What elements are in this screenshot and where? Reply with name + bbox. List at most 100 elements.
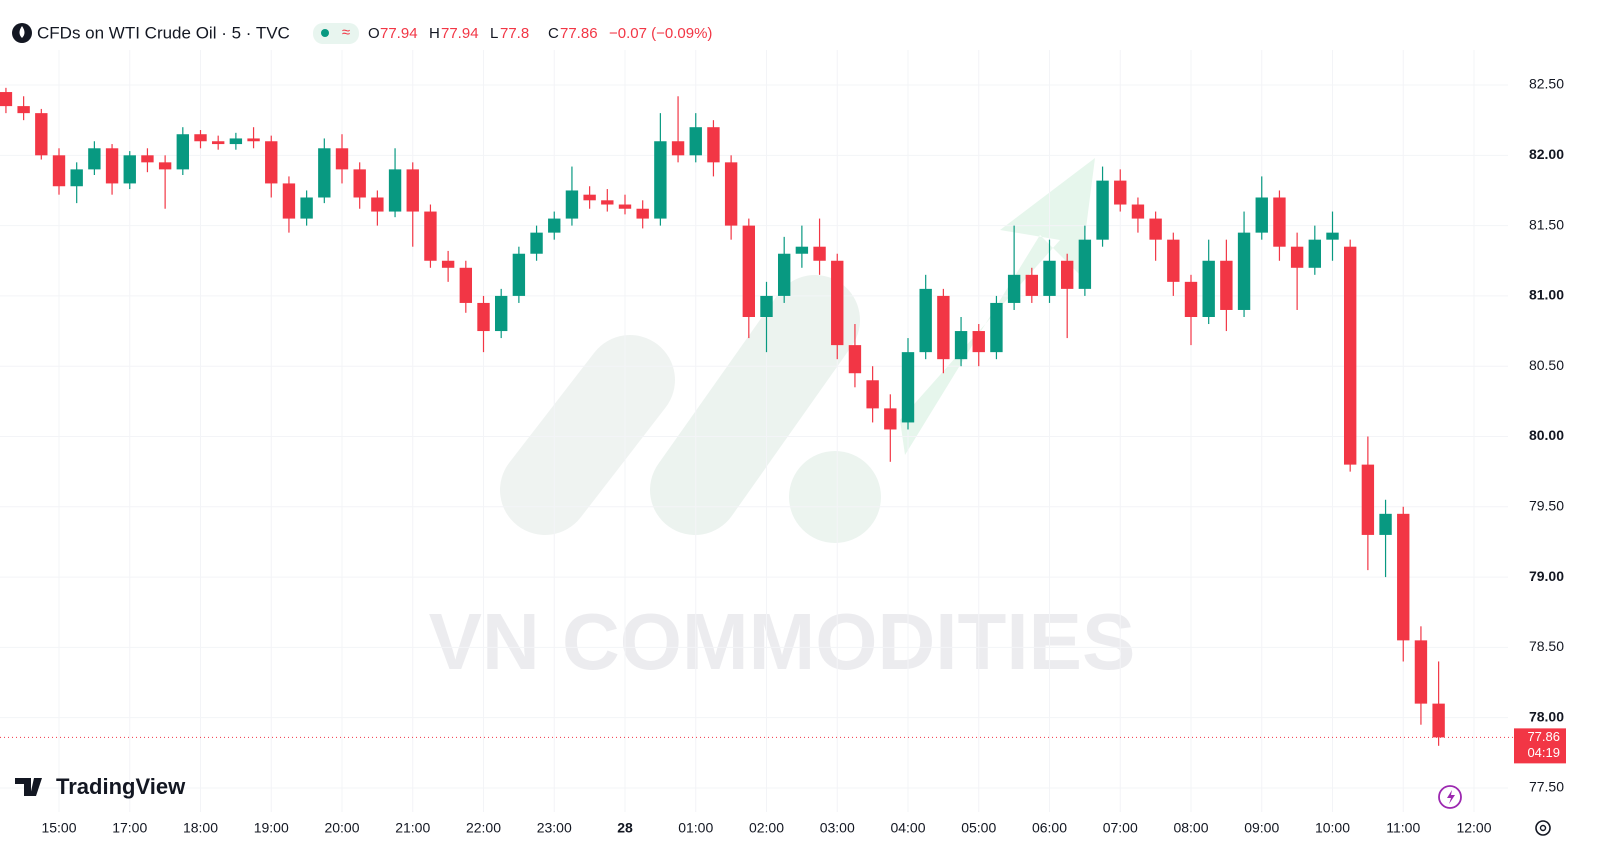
ohlc-label: L: [490, 25, 498, 42]
y-tick-label: 82.00: [1529, 146, 1564, 162]
ohlc-value: 77.86: [560, 25, 598, 42]
x-tick-label: 28: [617, 820, 633, 836]
candle-body: [1290, 246, 1304, 268]
x-tick-label: 10:00: [1315, 820, 1350, 836]
candle-body: [1167, 239, 1180, 282]
candle-body: [1184, 281, 1198, 317]
candle-body: [318, 148, 331, 198]
x-tick-label: 18:00: [183, 820, 218, 836]
logo-text: TradingView: [56, 774, 186, 799]
x-tick-label: 17:00: [112, 820, 147, 836]
candle-body: [1060, 260, 1074, 289]
logo-icon: [34, 778, 40, 784]
candle-body: [742, 225, 756, 317]
logo: TradingView: [15, 774, 186, 799]
x-tick-label: 06:00: [1032, 820, 1067, 836]
candle-body: [901, 352, 915, 423]
candle-body: [636, 208, 649, 219]
watermark-shape: [650, 275, 860, 535]
x-tick-label: 04:00: [890, 820, 925, 836]
x-tick-label: 08:00: [1173, 820, 1208, 836]
candle-body: [247, 138, 260, 142]
x-tick-label: 23:00: [537, 820, 572, 836]
x-tick-label: 09:00: [1244, 820, 1279, 836]
x-tick-label: 22:00: [466, 820, 501, 836]
y-tick-label: 79.00: [1529, 568, 1564, 584]
candle-body: [441, 260, 455, 268]
candle-body: [459, 267, 473, 303]
ohlc-value: 77.8: [500, 25, 529, 42]
candle-body: [1237, 232, 1251, 310]
x-tick-label: 11:00: [1386, 820, 1420, 836]
candle-body: [548, 218, 561, 233]
candle-body: [1096, 180, 1109, 240]
symbol-title: CFDs on WTI Crude Oil · 5 · TVC: [37, 23, 290, 42]
status-badge: [313, 23, 359, 44]
ohlc-label: C: [548, 25, 559, 42]
candle-body: [494, 295, 508, 332]
y-tick-label: 78.00: [1529, 708, 1564, 724]
watermark-text: VN COMMODITIES: [429, 597, 1136, 686]
x-tick-label: 19:00: [254, 820, 289, 836]
candle-body: [371, 197, 384, 212]
x-tick-label: 07:00: [1103, 820, 1138, 836]
candle-body: [141, 155, 154, 163]
countdown-label: 04:19: [1527, 745, 1560, 760]
candle-body: [211, 141, 225, 145]
alert-icon: [1447, 790, 1455, 804]
candle-body: [1025, 274, 1039, 296]
candle-body: [388, 169, 402, 212]
candle-body: [565, 190, 579, 219]
y-tick-label: 79.50: [1529, 497, 1564, 513]
settings-button[interactable]: [1535, 820, 1551, 836]
candle-body: [1220, 260, 1233, 310]
y-tick-label: 81.50: [1529, 216, 1564, 232]
candle-body: [654, 141, 667, 219]
candle-body: [1043, 260, 1056, 296]
candle-body: [1149, 218, 1162, 240]
candle-body: [601, 200, 614, 205]
candle-body: [972, 331, 985, 353]
watermark-shape: [500, 335, 675, 535]
candle-body: [671, 141, 685, 156]
alert-button[interactable]: [1438, 785, 1462, 809]
candle-body: [1202, 260, 1215, 317]
candle-body: [1432, 703, 1445, 738]
candle-body: [848, 345, 862, 374]
candle-body: [105, 148, 119, 184]
x-tick-label: 01:00: [678, 820, 713, 836]
candle-body: [229, 138, 243, 145]
candle-body: [777, 253, 791, 296]
candle-body: [689, 127, 702, 156]
candle-body: [1273, 197, 1286, 247]
candle-body: [282, 183, 296, 219]
settings-icon: [1539, 824, 1547, 832]
candle-body: [937, 295, 950, 360]
candle-body: [831, 260, 844, 346]
y-tick-label: 78.50: [1529, 638, 1564, 654]
y-tick-label: 77.50: [1529, 779, 1564, 795]
candle-body: [17, 106, 30, 114]
candle-body: [158, 162, 172, 170]
candle-body: [1255, 197, 1268, 233]
x-tick-label: 21:00: [395, 820, 430, 836]
candle-body: [1414, 640, 1428, 704]
candle-body: [176, 134, 190, 170]
y-tick-label: 80.50: [1529, 357, 1564, 373]
candle-body: [530, 232, 543, 254]
candle-body: [1343, 246, 1357, 465]
candle-body: [795, 246, 809, 254]
plot-area: [0, 50, 1514, 812]
candle-body: [884, 408, 897, 430]
candle-body: [724, 162, 738, 226]
y-tick-label: 82.50: [1529, 76, 1564, 92]
candle-body: [1361, 464, 1375, 535]
candle-body: [618, 204, 632, 209]
candle-body: [300, 197, 313, 219]
candle-body: [123, 155, 136, 184]
candle-body: [1007, 274, 1021, 303]
candle-body: [866, 380, 879, 409]
candle-body: [707, 127, 720, 163]
ohlc-value: 77.94: [441, 25, 479, 42]
